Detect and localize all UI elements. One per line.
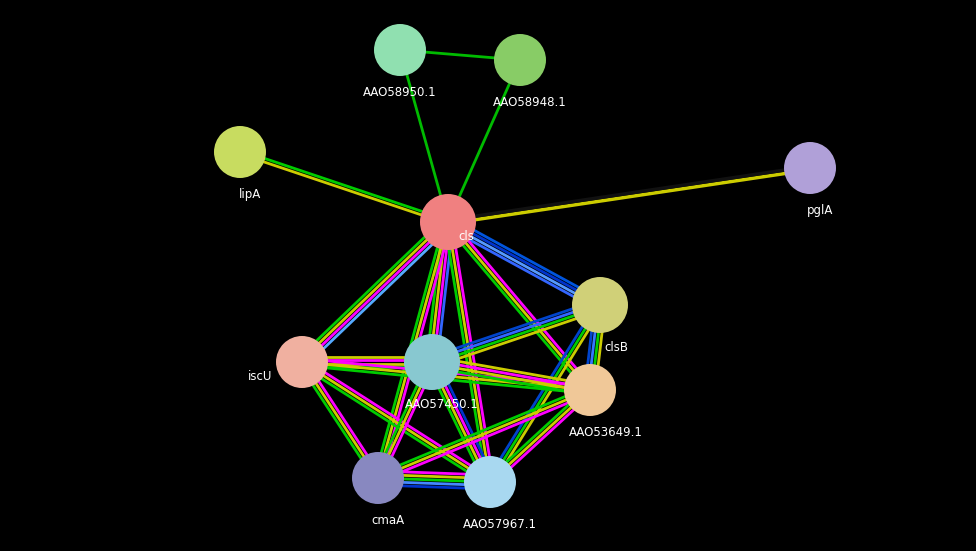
Circle shape <box>222 133 259 171</box>
Circle shape <box>352 452 404 504</box>
Text: lipA: lipA <box>239 188 262 201</box>
Text: AAO53649.1: AAO53649.1 <box>569 426 643 439</box>
Circle shape <box>464 456 516 508</box>
Text: AAO57967.1: AAO57967.1 <box>463 518 537 531</box>
Circle shape <box>382 31 419 69</box>
Text: cls: cls <box>458 230 474 243</box>
Circle shape <box>276 336 328 388</box>
Circle shape <box>214 126 266 178</box>
Circle shape <box>359 460 396 496</box>
Text: pglA: pglA <box>807 204 834 217</box>
Circle shape <box>420 194 476 250</box>
Circle shape <box>572 277 628 333</box>
Text: iscU: iscU <box>248 370 272 383</box>
Circle shape <box>564 364 616 416</box>
Circle shape <box>502 41 539 79</box>
Circle shape <box>784 142 836 194</box>
Circle shape <box>412 342 452 382</box>
Circle shape <box>580 285 620 325</box>
Circle shape <box>374 24 426 76</box>
Circle shape <box>792 149 829 187</box>
Text: cmaA: cmaA <box>372 514 405 527</box>
Circle shape <box>404 334 460 390</box>
Circle shape <box>283 343 321 381</box>
Text: AAO57450.1: AAO57450.1 <box>405 398 479 411</box>
Circle shape <box>471 463 508 501</box>
Text: AAO58948.1: AAO58948.1 <box>493 96 567 109</box>
Text: clsB: clsB <box>604 341 628 354</box>
Circle shape <box>571 371 609 409</box>
Circle shape <box>494 34 546 86</box>
Circle shape <box>427 202 468 242</box>
Text: AAO58950.1: AAO58950.1 <box>363 86 437 99</box>
